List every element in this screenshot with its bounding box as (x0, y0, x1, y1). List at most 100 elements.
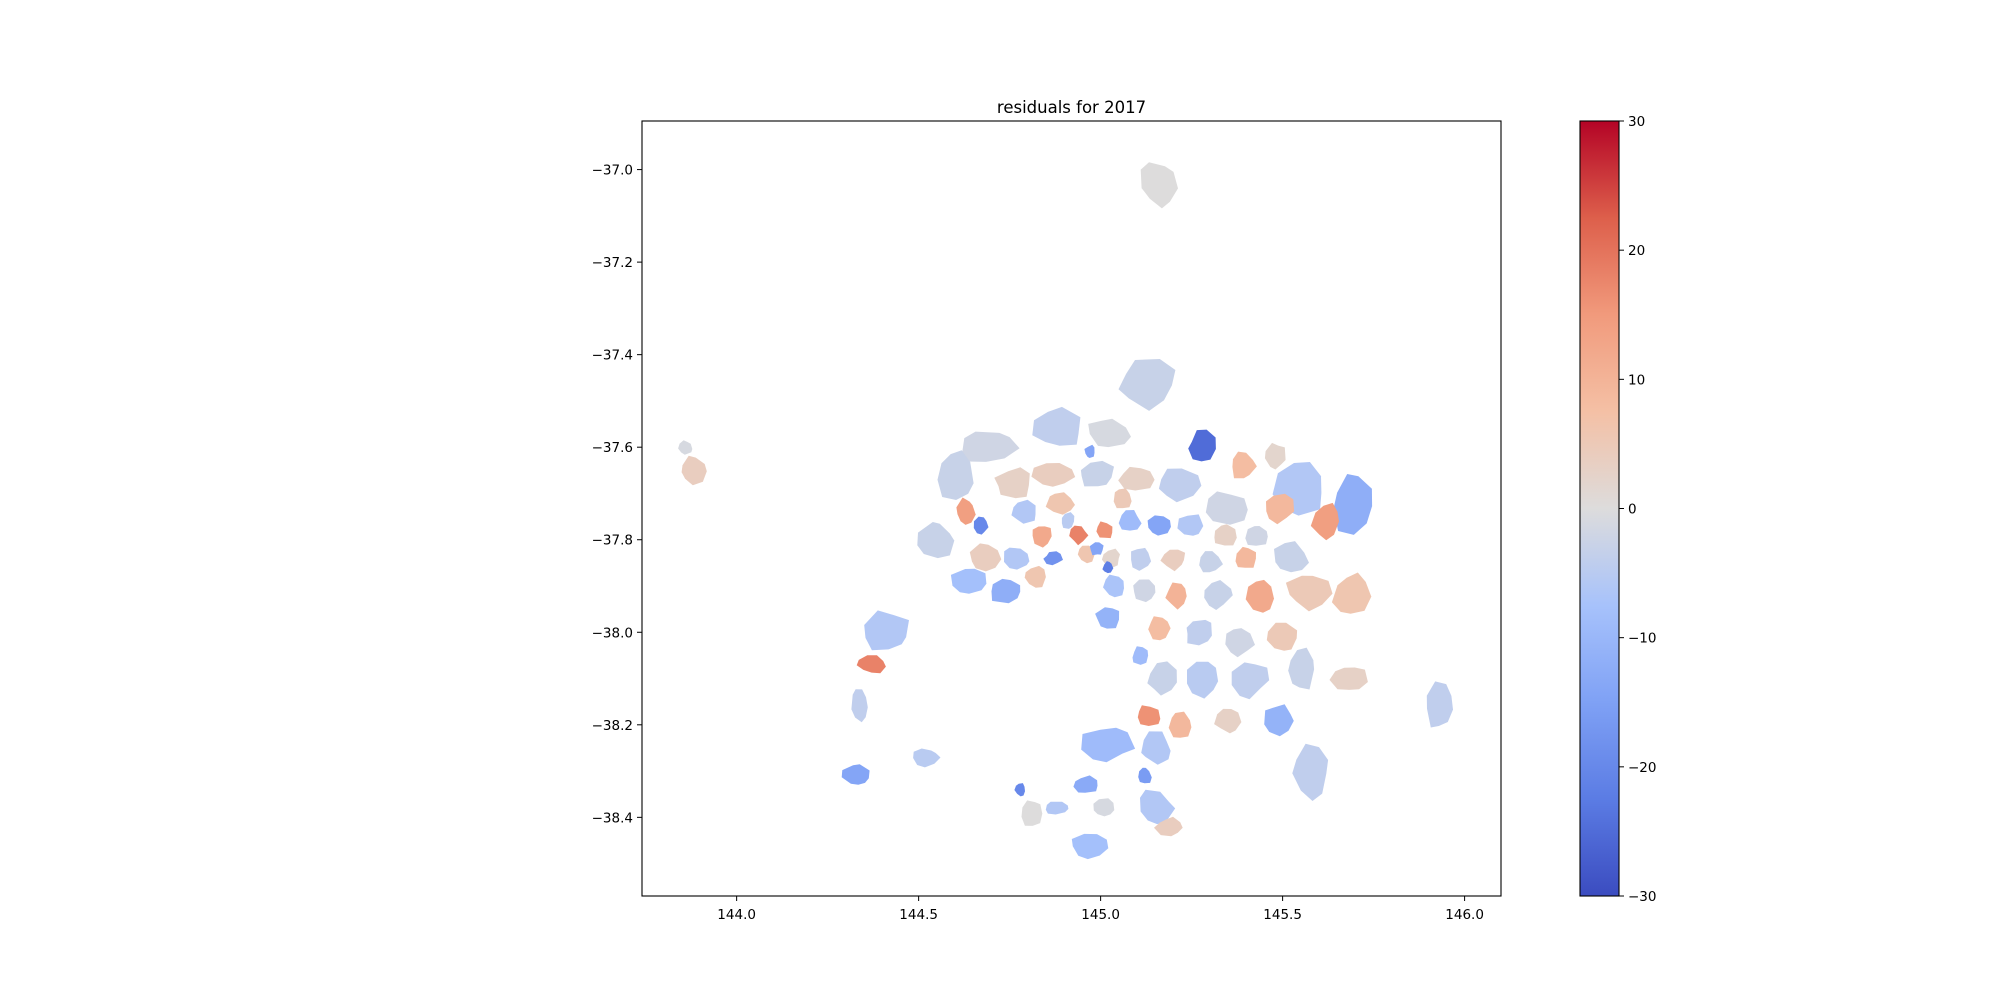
region (1160, 549, 1186, 572)
region (1031, 463, 1076, 487)
region (1310, 502, 1339, 541)
region (1080, 460, 1114, 487)
region (1140, 789, 1176, 825)
region (950, 568, 987, 594)
region (962, 431, 1020, 462)
region (1266, 622, 1298, 651)
region (681, 455, 707, 486)
x-axis: 144.0 144.5 145.0 145.5 146.0 (717, 896, 1484, 923)
region (856, 655, 886, 674)
region (1045, 801, 1069, 815)
region (1188, 429, 1216, 462)
colorbar-tick-label: −30 (1628, 889, 1657, 905)
region (1138, 767, 1152, 784)
region (1043, 551, 1063, 566)
region (1292, 743, 1329, 801)
region (1137, 705, 1161, 726)
region (864, 610, 909, 651)
colorbar-tick-label: −10 (1628, 631, 1657, 647)
colorbar-tick-label: 0 (1628, 502, 1637, 518)
region (1329, 667, 1368, 690)
x-tick-label: 145.0 (1081, 907, 1120, 923)
region (1288, 647, 1315, 690)
region (1186, 619, 1212, 646)
region (1264, 704, 1294, 737)
region (1158, 468, 1202, 503)
region (1274, 541, 1309, 573)
x-tick-label: 146.0 (1445, 907, 1484, 923)
y-tick-label: −38.0 (592, 625, 633, 641)
region (1426, 681, 1453, 728)
region (1232, 451, 1257, 479)
region (1073, 775, 1098, 793)
region (1103, 574, 1124, 598)
region (1032, 406, 1081, 446)
x-tick-label: 144.5 (899, 907, 938, 923)
plot-frame (641, 120, 1502, 897)
region (1077, 545, 1095, 564)
x-tick-label: 145.5 (1263, 907, 1302, 923)
region (1225, 628, 1255, 658)
region (1214, 708, 1242, 734)
region (1032, 526, 1052, 548)
colorbar-tick-label: 30 (1628, 114, 1645, 130)
region (1113, 488, 1132, 509)
region (1118, 466, 1155, 491)
region (1093, 798, 1115, 817)
region (1004, 547, 1030, 570)
region (1204, 580, 1233, 610)
region (1205, 491, 1248, 525)
y-axis: −37.0 −37.2 −37.4 −37.6 −37.8 −38.0 −38.2 −38.4 (592, 163, 642, 826)
region (1235, 546, 1256, 568)
y-tick-label: −38.2 (592, 718, 633, 734)
region (1096, 521, 1113, 539)
colorbar-tick-label: 10 (1628, 372, 1645, 388)
region (851, 689, 868, 723)
region (1133, 579, 1156, 603)
region (1333, 474, 1373, 535)
region (1231, 662, 1270, 700)
region (1264, 442, 1286, 470)
region (678, 440, 693, 455)
region (1214, 524, 1237, 546)
y-tick-label: −38.4 (592, 810, 633, 826)
region (1071, 833, 1109, 860)
region (1084, 444, 1095, 458)
region (1088, 418, 1131, 448)
region (1118, 510, 1142, 531)
region (1147, 661, 1177, 696)
y-tick-label: −37.6 (592, 440, 633, 456)
region (969, 543, 1002, 572)
region (937, 450, 974, 500)
region (1147, 515, 1171, 536)
y-tick-label: −37.0 (592, 163, 633, 179)
region (1021, 800, 1043, 826)
region (973, 516, 989, 535)
region (1245, 579, 1274, 613)
region (1011, 499, 1036, 524)
region (1061, 512, 1075, 529)
region (1148, 616, 1171, 641)
region (917, 522, 955, 559)
y-tick-label: −37.2 (592, 255, 633, 271)
x-tick-label: 144.0 (717, 907, 756, 923)
region (956, 497, 976, 525)
y-tick-label: −37.4 (592, 348, 633, 364)
region (1014, 783, 1025, 797)
region (1045, 492, 1075, 515)
region (1132, 646, 1149, 665)
colorbar (1580, 121, 1619, 896)
region (1331, 572, 1372, 614)
region (1024, 565, 1046, 588)
region (1102, 561, 1114, 574)
region (1199, 551, 1223, 573)
colorbar-ticks: 30 20 10 0 −10 −20 −30 (1619, 114, 1657, 905)
region (1177, 514, 1204, 536)
region (1245, 526, 1268, 546)
region (841, 764, 870, 785)
region (913, 748, 941, 768)
region (1168, 711, 1192, 738)
region (1081, 727, 1136, 763)
region (1131, 547, 1152, 571)
